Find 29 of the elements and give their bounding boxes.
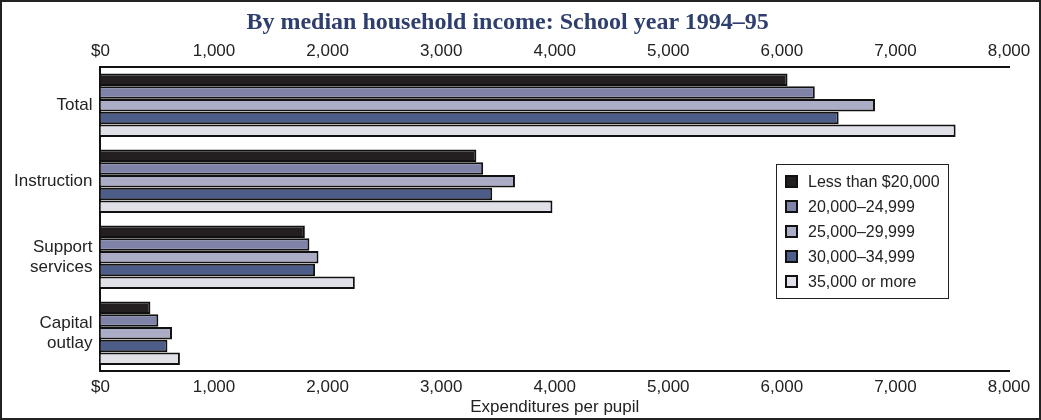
x-tick-label: 3,000 — [419, 377, 463, 397]
x2-tick-label: 6,000 — [760, 40, 804, 60]
legend-label: 35,000 or more — [808, 272, 917, 291]
legend-label: 25,000–29,999 — [808, 222, 915, 241]
x2-tick-label: 1,000 — [192, 40, 236, 60]
x2-tick-label: 4,000 — [533, 40, 576, 60]
x-tick-label: 4,000 — [533, 377, 576, 397]
x2-tick-label: 2,000 — [306, 40, 349, 60]
x-tick-label: $0 — [90, 377, 110, 397]
x-tick-label: 8,000 — [987, 377, 1031, 397]
x2-tick-label: $0 — [90, 40, 110, 60]
y-tick-label: Total — [56, 94, 93, 114]
legend-label: Less than $20,000 — [808, 172, 940, 191]
x-axis-title: Expenditures per pupil — [470, 397, 640, 417]
y-tick-label: Instruction — [13, 170, 93, 190]
x2-tick-label: 8,000 — [987, 40, 1031, 60]
x-tick-label: 2,000 — [306, 377, 349, 397]
y-tick-label: Support services — [30, 236, 93, 277]
y-tick-label: Capital outlay — [39, 312, 93, 353]
x-tick-label: 5,000 — [647, 377, 690, 397]
x-tick-label: 1,000 — [192, 377, 236, 397]
x2-tick-label: 7,000 — [874, 40, 917, 60]
x2-tick-label: 3,000 — [419, 40, 463, 60]
x-tick-label: 7,000 — [874, 377, 917, 397]
legend-label: 30,000–34,999 — [808, 247, 915, 266]
x2-tick-label: 5,000 — [647, 40, 690, 60]
x-tick-label: 6,000 — [760, 377, 804, 397]
chart-title: By median household income: School year 1994–95 — [246, 7, 769, 34]
legend-label: 20,000–24,999 — [808, 197, 915, 216]
